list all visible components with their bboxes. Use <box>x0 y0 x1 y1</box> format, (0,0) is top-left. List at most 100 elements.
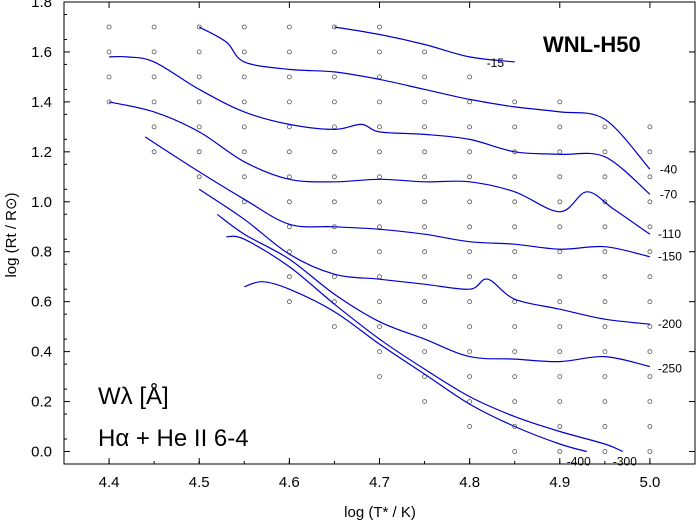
model-grid-marker <box>331 124 337 130</box>
model-grid-marker <box>557 424 563 429</box>
model-grid-marker <box>467 249 473 255</box>
model-grid-marker <box>331 174 337 180</box>
model-grid-marker <box>286 74 292 80</box>
contour-label: -200 <box>658 317 682 331</box>
y-tick-label: 0.6 <box>31 294 52 311</box>
model-grid-marker <box>602 299 608 305</box>
model-grid-marker <box>422 249 428 255</box>
model-grid-marker <box>512 224 518 230</box>
model-grid-marker <box>422 224 428 230</box>
model-grid-marker <box>647 149 653 155</box>
model-grid-marker <box>557 174 563 180</box>
annotation-line-2: Hα + He II 6-4 <box>98 425 249 452</box>
model-grid-marker <box>422 299 428 305</box>
model-grid-marker <box>647 174 653 180</box>
contour-line <box>226 235 624 453</box>
model-grid-marker <box>331 74 337 80</box>
model-grid-marker <box>602 424 608 429</box>
model-grid-marker <box>241 149 247 155</box>
model-grid-marker <box>467 349 473 355</box>
model-grid-marker <box>106 74 112 80</box>
model-grid-marker <box>377 149 382 155</box>
model-grid-marker <box>557 149 563 155</box>
y-tick-label: 1.4 <box>31 94 52 111</box>
model-grid-marker <box>241 74 247 80</box>
model-grid-marker <box>557 324 563 330</box>
x-tick-label: 4.4 <box>99 474 120 491</box>
contour-label: -250 <box>658 362 682 376</box>
y-tick-label: 0.0 <box>31 444 52 461</box>
model-grid-marker <box>331 324 337 330</box>
model-grid-marker <box>602 324 608 330</box>
contour-lines <box>108 26 651 453</box>
model-grid-marker <box>512 199 518 205</box>
y-tick-label: 1.2 <box>31 144 52 161</box>
model-grid-marker <box>422 99 428 105</box>
model-grid-marker <box>196 149 202 155</box>
model-grid-marker <box>647 324 653 330</box>
model-grid-marker <box>557 99 563 105</box>
model-grid-marker <box>602 149 608 155</box>
model-grid-marker <box>286 99 292 105</box>
y-tick-label: 1.8 <box>31 0 52 11</box>
x-tick-label: 4.5 <box>189 474 210 491</box>
model-grid-marker <box>422 49 428 55</box>
contour-label: -70 <box>660 187 678 201</box>
model-grid-marker <box>647 274 653 280</box>
model-grid-marker <box>377 24 382 30</box>
model-grid-marker <box>196 174 202 180</box>
contour-line <box>144 136 651 258</box>
contour-line <box>109 55 651 195</box>
model-grid-marker <box>512 124 518 130</box>
model-grid-marker <box>512 249 518 255</box>
model-grid-marker <box>286 224 292 230</box>
model-grid-marker <box>602 399 608 405</box>
model-grid-marker <box>196 124 202 130</box>
contour-label: -110 <box>658 227 681 241</box>
chart-title: WNL-H50 <box>543 32 641 57</box>
model-grid-marker <box>647 424 653 429</box>
model-grid-markers <box>106 24 653 454</box>
model-grid-marker <box>467 124 473 130</box>
model-grid-marker <box>241 99 247 105</box>
model-grid-marker <box>241 24 247 30</box>
model-grid-marker <box>377 299 382 305</box>
model-grid-marker <box>286 274 292 280</box>
model-grid-marker <box>602 274 608 280</box>
model-grid-marker <box>331 274 337 280</box>
model-grid-marker <box>331 249 337 255</box>
model-grid-marker <box>422 399 428 405</box>
model-grid-marker <box>512 374 518 380</box>
model-grid-marker <box>196 74 202 80</box>
model-grid-marker <box>422 149 428 155</box>
model-grid-marker <box>286 299 292 305</box>
contour-line <box>108 101 651 235</box>
model-grid-marker <box>377 224 382 230</box>
model-grid-marker <box>106 24 112 30</box>
model-grid-marker <box>647 124 653 130</box>
model-grid-marker <box>602 199 608 205</box>
model-grid-marker <box>512 324 518 330</box>
model-grid-marker <box>377 99 382 105</box>
model-grid-marker <box>106 49 112 55</box>
model-grid-marker <box>196 24 202 30</box>
model-grid-marker <box>286 174 292 180</box>
model-grid-marker <box>467 424 473 429</box>
model-grid-marker <box>467 324 473 330</box>
model-grid-marker <box>467 99 473 105</box>
model-grid-marker <box>377 124 382 130</box>
contour-labels: -15 -40 -70 -110 -150 -200 -250 -300 -400 <box>487 56 683 469</box>
model-grid-marker <box>241 49 247 55</box>
contour-label: -15 <box>487 56 505 70</box>
model-grid-marker <box>557 399 563 405</box>
model-grid-marker <box>602 124 608 130</box>
model-grid-marker <box>512 449 518 454</box>
model-grid-marker <box>422 174 428 180</box>
model-grid-marker <box>377 174 382 180</box>
model-grid-marker <box>467 174 473 180</box>
model-grid-marker <box>557 299 563 305</box>
model-grid-marker <box>377 349 382 355</box>
model-grid-marker <box>377 249 382 255</box>
x-axis-title: log (T* / K) <box>344 504 416 521</box>
model-grid-marker <box>557 349 563 355</box>
